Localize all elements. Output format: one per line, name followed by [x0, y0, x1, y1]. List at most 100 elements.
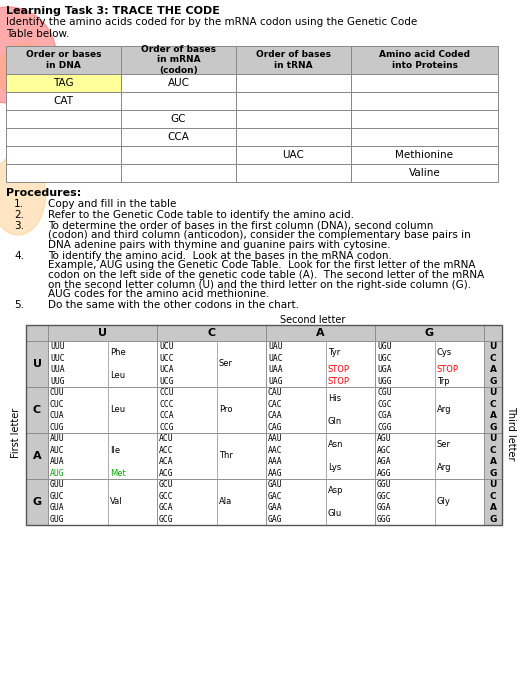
- Text: ACG: ACG: [159, 469, 174, 478]
- Text: Refer to the Genetic Code table to identify the amino acid.: Refer to the Genetic Code table to ident…: [48, 210, 354, 220]
- Bar: [236, 74, 351, 92]
- Text: GAG: GAG: [268, 515, 282, 524]
- Text: Second letter: Second letter: [280, 315, 346, 325]
- Bar: [266, 325, 375, 341]
- Text: UAC: UAC: [268, 354, 282, 362]
- Text: Gly: Gly: [437, 498, 451, 507]
- Text: GGG: GGG: [377, 515, 392, 524]
- Text: G: G: [33, 497, 42, 507]
- Bar: [26, 325, 48, 341]
- Text: Order of bases
in mRNA
(codon): Order of bases in mRNA (codon): [141, 45, 216, 75]
- Text: Asp: Asp: [328, 486, 343, 495]
- Text: C: C: [490, 492, 497, 500]
- Bar: [157, 341, 266, 387]
- Bar: [48, 479, 157, 525]
- Text: Thr: Thr: [219, 452, 233, 460]
- Bar: [484, 341, 502, 387]
- Text: GCU: GCU: [159, 480, 174, 489]
- Bar: [157, 387, 266, 433]
- Bar: [484, 387, 502, 433]
- Text: To determine the order of bases in the first column (DNA), second column: To determine the order of bases in the f…: [48, 221, 433, 231]
- Text: UGA: UGA: [377, 365, 392, 374]
- Text: ACA: ACA: [159, 457, 174, 466]
- Text: Example, AUG using the Genetic Code Table.  Look for the first letter of the mRN: Example, AUG using the Genetic Code Tabl…: [48, 260, 476, 271]
- Ellipse shape: [0, 155, 46, 235]
- Text: C: C: [33, 405, 41, 415]
- Text: AGG: AGG: [377, 469, 392, 478]
- Text: TAG: TAG: [53, 78, 74, 88]
- Text: AAG: AAG: [268, 469, 282, 478]
- Text: UAG: UAG: [268, 377, 282, 386]
- Text: Glu: Glu: [328, 509, 342, 518]
- Bar: [266, 433, 375, 479]
- Text: A: A: [316, 328, 325, 338]
- Text: U: U: [489, 435, 497, 443]
- Bar: [157, 479, 266, 525]
- Bar: [121, 74, 236, 92]
- Text: Order or bases
in DNA: Order or bases in DNA: [26, 50, 101, 70]
- Text: C: C: [490, 400, 497, 409]
- Bar: [6, 164, 121, 182]
- Bar: [121, 128, 236, 146]
- Text: Pro: Pro: [219, 405, 232, 415]
- Text: G: G: [489, 377, 497, 386]
- Text: CAC: CAC: [268, 400, 282, 409]
- Text: Learning Task 3: TRACE THE CODE: Learning Task 3: TRACE THE CODE: [6, 6, 220, 16]
- Text: A: A: [490, 411, 497, 420]
- Text: GUU: GUU: [50, 480, 65, 489]
- Text: GAU: GAU: [268, 480, 282, 489]
- Text: AAU: AAU: [268, 435, 282, 443]
- Text: CGU: CGU: [377, 388, 392, 397]
- Bar: [351, 110, 498, 128]
- Bar: [6, 110, 121, 128]
- Bar: [351, 92, 498, 110]
- Bar: [121, 146, 236, 164]
- Text: G: G: [489, 515, 497, 524]
- Bar: [236, 46, 351, 74]
- Text: Leu: Leu: [110, 371, 125, 380]
- Text: Order of bases
in tRNA: Order of bases in tRNA: [256, 50, 331, 70]
- Bar: [484, 325, 502, 341]
- Text: Gln: Gln: [328, 417, 342, 426]
- Text: GAA: GAA: [268, 503, 282, 512]
- Text: (codon) and third column (anticodon), consider the complementary base pairs in: (codon) and third column (anticodon), co…: [48, 231, 471, 241]
- Bar: [26, 325, 502, 525]
- Bar: [48, 341, 157, 387]
- Text: UCA: UCA: [159, 365, 174, 374]
- Bar: [26, 433, 48, 479]
- Text: His: His: [328, 394, 341, 403]
- Bar: [121, 164, 236, 182]
- Bar: [6, 74, 121, 92]
- Circle shape: [0, 44, 53, 100]
- Bar: [236, 146, 351, 164]
- Text: AAC: AAC: [268, 446, 282, 455]
- Bar: [375, 479, 484, 525]
- Bar: [351, 146, 498, 164]
- Bar: [157, 325, 266, 341]
- Text: G: G: [489, 469, 497, 478]
- Bar: [351, 164, 498, 182]
- Text: Trp: Trp: [437, 377, 450, 386]
- Text: UCG: UCG: [159, 377, 174, 386]
- Bar: [236, 164, 351, 182]
- Bar: [236, 92, 351, 110]
- Text: UUC: UUC: [50, 354, 65, 362]
- Text: CCA: CCA: [159, 411, 174, 420]
- Bar: [266, 341, 375, 387]
- Text: Cys: Cys: [437, 348, 452, 357]
- Bar: [121, 110, 236, 128]
- Bar: [351, 46, 498, 74]
- Text: Asn: Asn: [328, 440, 343, 449]
- Text: CAU: CAU: [268, 388, 282, 397]
- Text: STOP: STOP: [328, 377, 350, 386]
- Text: AUA: AUA: [50, 457, 65, 466]
- Text: CGG: CGG: [377, 423, 392, 432]
- Text: G: G: [489, 423, 497, 432]
- Text: CUA: CUA: [50, 411, 65, 420]
- Text: 2.: 2.: [14, 210, 24, 220]
- Text: CUU: CUU: [50, 388, 65, 397]
- Text: Tyr: Tyr: [328, 348, 340, 357]
- Text: 5.: 5.: [14, 300, 24, 310]
- Bar: [6, 146, 121, 164]
- Text: U: U: [98, 328, 107, 338]
